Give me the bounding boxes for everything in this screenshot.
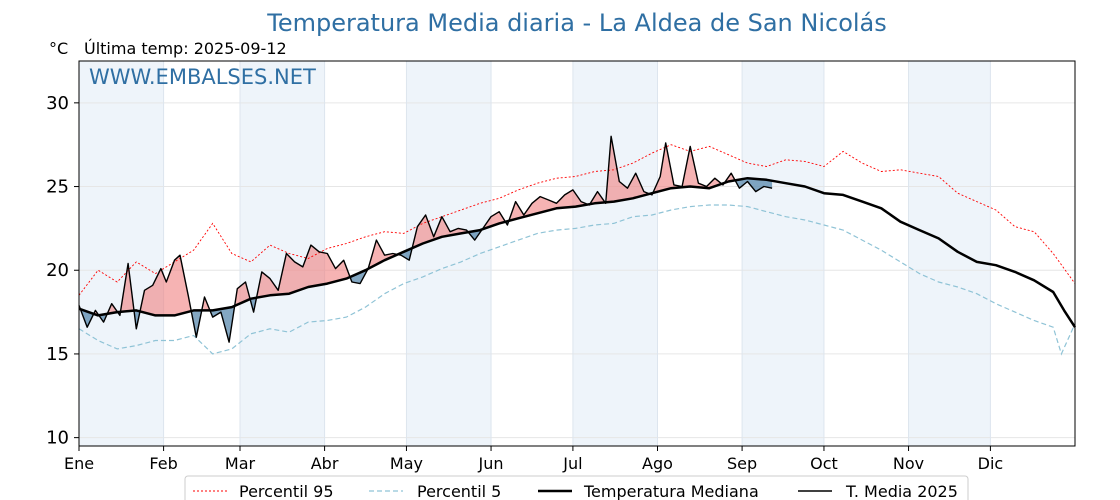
fill-below-median bbox=[192, 310, 204, 338]
y-tick-label: 15 bbox=[46, 344, 69, 365]
x-tick-label: Sep bbox=[727, 454, 757, 473]
last-temp-label: Última temp: 2025-09-12 bbox=[84, 39, 287, 58]
chart-title: Temperatura Media diaria - La Aldea de S… bbox=[266, 9, 887, 37]
x-tick-label: Feb bbox=[149, 454, 177, 473]
x-axis: Ene Feb Mar Abr May Jun Jul Ago Sep Oct Nov Dic bbox=[64, 446, 1003, 473]
plot-frame bbox=[78, 60, 1076, 447]
month-band bbox=[79, 61, 164, 446]
month-band bbox=[572, 61, 658, 446]
x-tick-label: May bbox=[390, 454, 423, 473]
x-tick-label: Oct bbox=[810, 454, 838, 473]
month-band bbox=[742, 61, 824, 446]
series-line-current bbox=[78, 135, 773, 343]
x-tick-label: Nov bbox=[893, 454, 924, 473]
x-tick-label: Jun bbox=[478, 454, 504, 473]
legend-box bbox=[184, 475, 969, 500]
fill-above-median bbox=[413, 215, 470, 248]
legend-label-median: Temperatura Mediana bbox=[583, 482, 759, 500]
month-band bbox=[406, 61, 492, 446]
y-tick-label: 30 bbox=[46, 93, 69, 114]
month-band bbox=[908, 61, 991, 446]
legend-label-p95: Percentil 95 bbox=[239, 482, 334, 500]
fill-above-median bbox=[121, 263, 135, 312]
fill-above-median bbox=[607, 136, 651, 203]
y-axis: 10 15 20 25 30 bbox=[46, 93, 79, 449]
series-line-median bbox=[78, 176, 1077, 328]
legend-label-p5: Percentil 5 bbox=[417, 482, 501, 500]
month-bands bbox=[79, 61, 991, 446]
y-tick-label: 25 bbox=[46, 177, 69, 198]
x-tick-label: Dic bbox=[978, 454, 1004, 473]
fill-above-median bbox=[590, 191, 606, 204]
legend-label-current: T. Media 2025 bbox=[845, 482, 958, 500]
fill-above-median bbox=[482, 211, 507, 230]
x-tick-label: Ago bbox=[642, 454, 673, 473]
fill-above-median bbox=[510, 189, 590, 221]
x-tick-label: Jul bbox=[562, 454, 582, 473]
fill-below-median bbox=[735, 178, 773, 192]
fill-above-median bbox=[257, 245, 351, 298]
fill-above-median bbox=[140, 255, 193, 316]
y-tick-label: 10 bbox=[46, 428, 69, 449]
fill-below-median bbox=[350, 268, 369, 284]
x-tick-label: Mar bbox=[225, 454, 256, 473]
fill-below-median bbox=[250, 297, 258, 313]
fill-above-median bbox=[368, 240, 399, 269]
fill-above-median bbox=[653, 143, 723, 193]
series-lines bbox=[78, 135, 1077, 356]
y-tick-label: 20 bbox=[46, 260, 69, 281]
unit-label: °C bbox=[49, 39, 68, 58]
watermark: WWW.EMBALSES.NET bbox=[89, 65, 316, 89]
series-line-p5 bbox=[78, 204, 1076, 356]
legend: Percentil 95 Percentil 5 Temperatura Media… bbox=[184, 475, 969, 500]
x-tick-label: Abr bbox=[311, 454, 339, 473]
x-tick-label: Ene bbox=[64, 454, 94, 473]
